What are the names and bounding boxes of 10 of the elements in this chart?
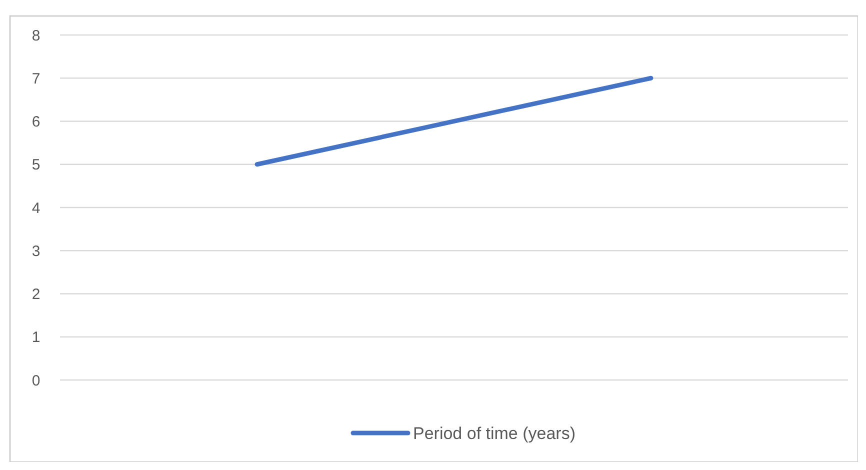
y-tick-label: 3 — [32, 242, 40, 260]
y-tick-label: 6 — [32, 114, 40, 130]
y-tick-label: 0 — [32, 372, 40, 390]
y-tick-label: 7 — [32, 70, 40, 88]
legend-label: Period of time (years) — [413, 424, 576, 443]
y-tick-label: 4 — [32, 200, 40, 217]
y-tick-label: 1 — [32, 329, 40, 346]
y-tick-label: 8 — [32, 27, 40, 44]
y-tick-label: 2 — [32, 286, 40, 303]
y-tick-label: 5 — [32, 156, 40, 174]
